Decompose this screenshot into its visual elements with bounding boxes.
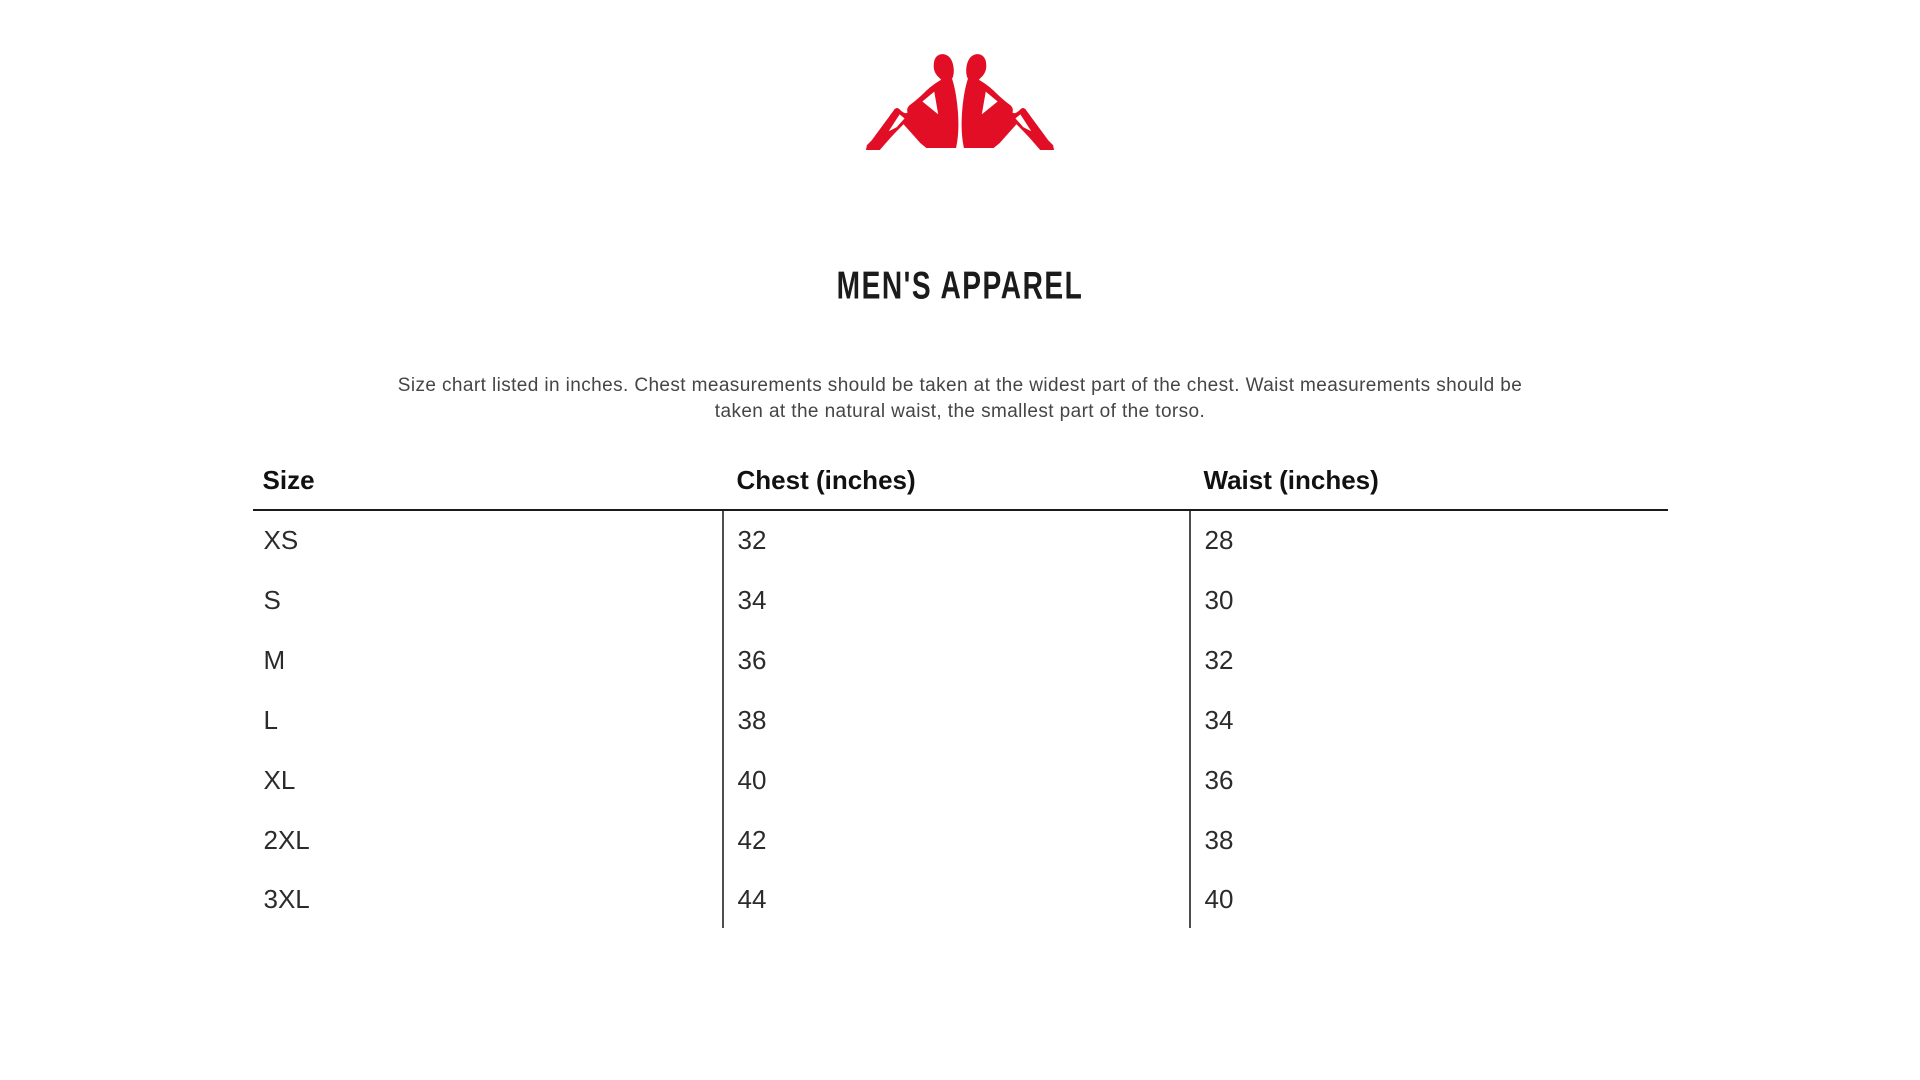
size-cell: 2XL xyxy=(263,824,310,855)
column-header-chest: Chest (inches) xyxy=(722,465,1190,511)
table-row-l: L 38 34 xyxy=(253,690,1668,750)
size-cell: S xyxy=(263,584,281,615)
waist-cell: 30 xyxy=(1188,570,1668,630)
table-row-s: S 34 30 xyxy=(253,570,1668,630)
table-header-row: Size Chest (inches) Waist (inches) xyxy=(252,465,1668,511)
waist-cell: 32 xyxy=(1188,630,1668,690)
chest-cell: 32 xyxy=(721,510,1190,570)
size-cell: XS xyxy=(263,525,299,555)
column-header-size: Size xyxy=(252,465,723,511)
size-cell: M xyxy=(263,644,286,675)
waist-cell: 36 xyxy=(1188,750,1668,810)
size-cell: L xyxy=(263,704,278,735)
size-cell: 3XL xyxy=(263,883,310,914)
chest-cell: 42 xyxy=(721,810,1190,870)
waist-cell: 34 xyxy=(1188,690,1668,750)
chest-cell: 44 xyxy=(721,870,1190,928)
logo-container xyxy=(0,0,1920,155)
table-row-xl: XL 40 36 xyxy=(253,750,1668,810)
size-chart-description: Size chart listed in inches. Chest measu… xyxy=(0,373,1920,425)
size-chart-table: Size Chest (inches) Waist (inches) XS 32… xyxy=(252,465,1668,928)
size-cell: XL xyxy=(263,764,296,795)
table-row-3xl: 3XL 44 40 xyxy=(253,870,1668,928)
table-row-xs: XS 32 28 xyxy=(253,510,1668,570)
column-header-waist: Waist (inches) xyxy=(1189,465,1668,511)
kappa-logo-icon xyxy=(865,54,1055,151)
description-line-1: Size chart listed in inches. Chest measu… xyxy=(397,375,1523,396)
description-line-2: taken at the natural waist, the smallest… xyxy=(714,401,1206,422)
table-row-m: M 36 32 xyxy=(253,630,1668,690)
chest-cell: 36 xyxy=(721,630,1190,690)
table-row-2xl: 2XL 42 38 xyxy=(253,810,1668,870)
waist-cell: 40 xyxy=(1188,870,1668,928)
page-title: MEN'S APPAREL xyxy=(836,264,1084,307)
waist-cell: 38 xyxy=(1188,810,1668,870)
waist-cell: 28 xyxy=(1188,510,1668,570)
chest-cell: 38 xyxy=(721,690,1190,750)
chest-cell: 34 xyxy=(721,570,1190,630)
chest-cell: 40 xyxy=(721,750,1190,810)
